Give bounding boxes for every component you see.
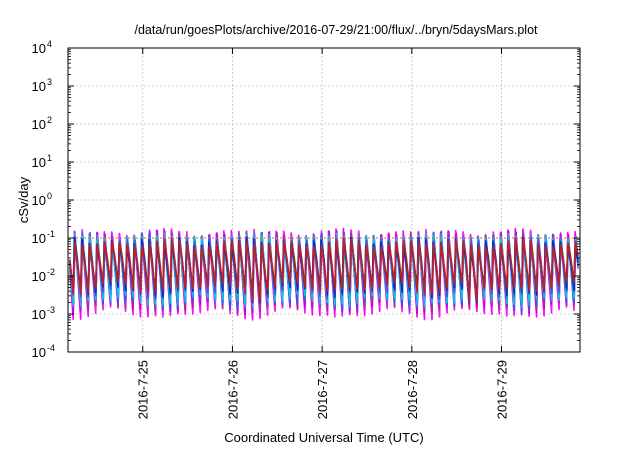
y-tick-label: 10 [32, 155, 46, 170]
series-group [69, 227, 579, 321]
y-tick-label: 10 [32, 79, 46, 94]
y-tick-label-exponent: 0 [47, 191, 52, 201]
y-tick-label: 10 [32, 345, 46, 360]
chart-title: /data/run/goesPlots/archive/2016-07-29/2… [134, 23, 538, 37]
y-tick-label: 10 [32, 269, 46, 284]
y-tick-label-exponent: 4 [47, 39, 52, 49]
y-tick-label-exponent: -1 [47, 229, 55, 239]
plot-frame [67, 47, 581, 353]
x-tick-label: 2016-7-29 [495, 360, 510, 419]
y-tick-label: 10 [32, 193, 46, 208]
y-tick-label: 10 [32, 41, 46, 56]
y-tick-label: 10 [32, 231, 46, 246]
y-tick-label-exponent: -3 [47, 305, 55, 315]
y-tick-label-exponent: -4 [47, 343, 55, 353]
x-axis-label: Coordinated Universal Time (UTC) [224, 430, 423, 445]
x-tick-label: 2016-7-27 [315, 360, 330, 419]
y-tick-label-exponent: 2 [47, 115, 52, 125]
grid [68, 48, 580, 352]
y-tick-label-exponent: 3 [47, 77, 52, 87]
y-tick-label: 10 [32, 117, 46, 132]
x-tick-label: 2016-7-26 [225, 360, 240, 419]
y-tick-label-exponent: -2 [47, 267, 55, 277]
flux-series-line [69, 237, 579, 302]
y-tick-label: 10 [32, 307, 46, 322]
y-axis-label: cSv/day [16, 176, 31, 223]
y-tick-label-exponent: 1 [47, 153, 52, 163]
x-tick-label: 2016-7-25 [136, 360, 151, 419]
x-tick-label: 2016-7-28 [405, 360, 420, 419]
